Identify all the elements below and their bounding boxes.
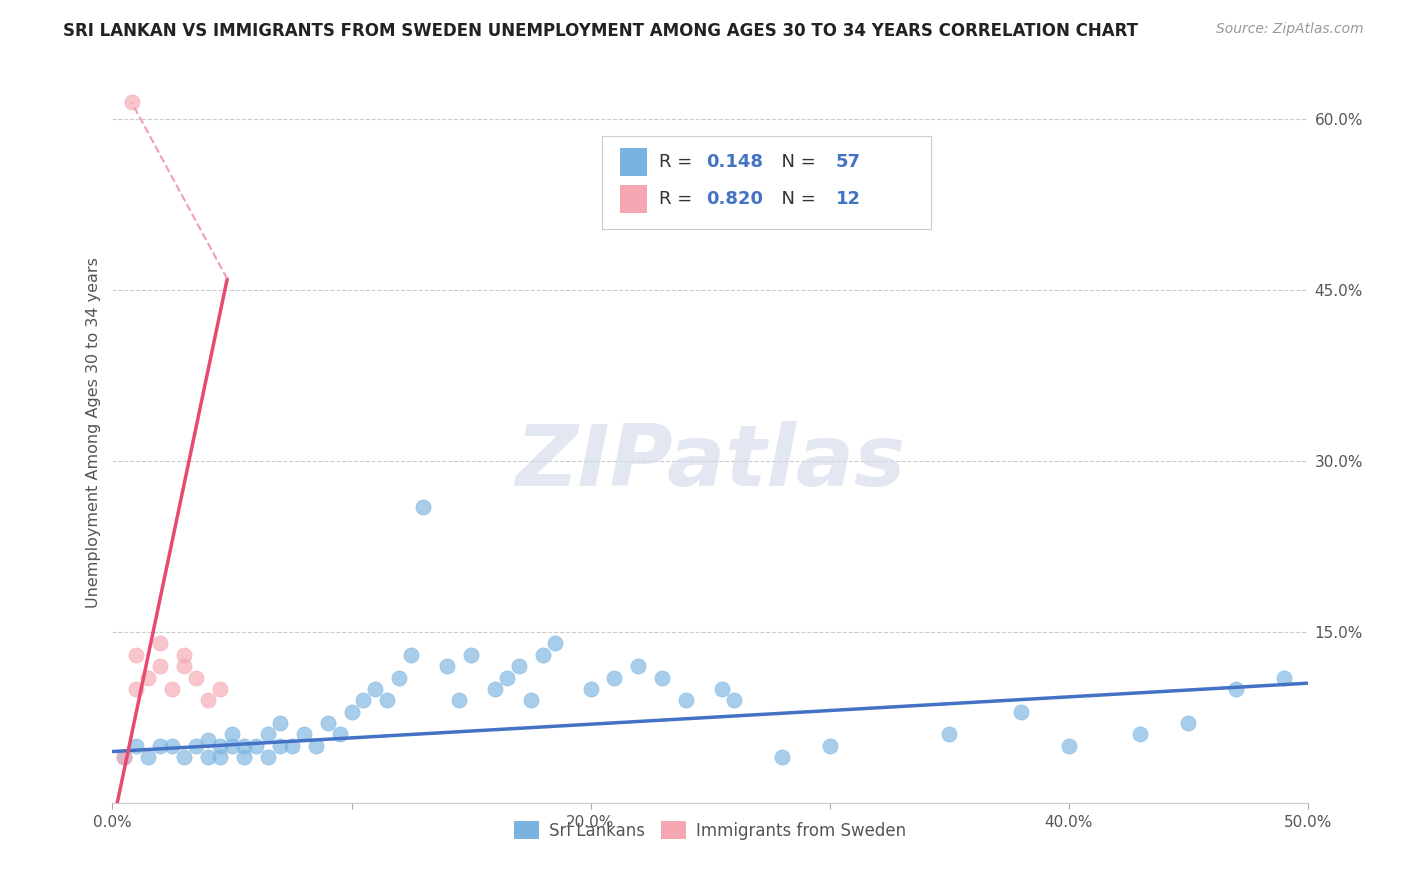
Point — [1177, 716, 1199, 731]
Text: N =: N = — [770, 190, 821, 209]
Text: 12: 12 — [835, 190, 860, 209]
Point — [401, 648, 423, 662]
Point — [209, 750, 232, 764]
Text: 0.148: 0.148 — [706, 153, 763, 171]
Point — [1057, 739, 1080, 753]
Point — [1129, 727, 1152, 741]
Text: 57: 57 — [835, 153, 860, 171]
Point — [233, 739, 256, 753]
Point — [173, 750, 195, 764]
Point — [579, 681, 602, 696]
Point — [770, 750, 793, 764]
Text: R =: R = — [658, 153, 697, 171]
Point — [209, 681, 232, 696]
Point — [257, 750, 280, 764]
Point — [543, 636, 565, 650]
Point — [269, 739, 291, 753]
Text: Source: ZipAtlas.com: Source: ZipAtlas.com — [1216, 22, 1364, 37]
Point — [675, 693, 697, 707]
Point — [388, 671, 411, 685]
Point — [520, 693, 543, 707]
Point — [711, 681, 734, 696]
Point — [377, 693, 399, 707]
Point — [305, 739, 328, 753]
Point — [352, 693, 374, 707]
Point — [340, 705, 363, 719]
Point — [221, 727, 243, 741]
Point — [508, 659, 530, 673]
Point — [138, 750, 160, 764]
Point — [723, 693, 745, 707]
Point — [603, 671, 626, 685]
Point — [197, 693, 219, 707]
Point — [114, 750, 135, 764]
Point — [121, 95, 143, 110]
Point — [125, 648, 148, 662]
Point — [436, 659, 458, 673]
Point — [281, 739, 304, 753]
Point — [484, 681, 506, 696]
Y-axis label: Unemployment Among Ages 30 to 34 years: Unemployment Among Ages 30 to 34 years — [86, 257, 101, 608]
Point — [138, 671, 160, 685]
Point — [938, 727, 960, 741]
Point — [209, 739, 232, 753]
Point — [173, 659, 195, 673]
Point — [173, 648, 195, 662]
Point — [316, 716, 339, 731]
Point — [1272, 671, 1295, 685]
Point — [197, 750, 219, 764]
Point — [197, 733, 219, 747]
Point — [149, 659, 172, 673]
Text: ZIPatlas: ZIPatlas — [515, 421, 905, 504]
Point — [114, 750, 135, 764]
Text: R =: R = — [658, 190, 697, 209]
Point — [257, 727, 280, 741]
Point — [245, 739, 267, 753]
FancyBboxPatch shape — [603, 136, 931, 229]
Point — [627, 659, 650, 673]
Point — [233, 750, 256, 764]
Point — [162, 739, 183, 753]
Bar — [620, 186, 647, 213]
Point — [125, 681, 148, 696]
Point — [186, 739, 208, 753]
Text: N =: N = — [770, 153, 821, 171]
Point — [447, 693, 470, 707]
Bar — [620, 148, 647, 177]
Point — [364, 681, 387, 696]
Point — [412, 500, 434, 514]
Point — [149, 636, 172, 650]
Point — [186, 671, 208, 685]
Point — [221, 739, 243, 753]
Point — [1225, 681, 1247, 696]
Legend: Sri Lankans, Immigrants from Sweden: Sri Lankans, Immigrants from Sweden — [508, 814, 912, 847]
Point — [531, 648, 554, 662]
Point — [460, 648, 482, 662]
Point — [149, 739, 172, 753]
Point — [818, 739, 841, 753]
Point — [125, 739, 148, 753]
Point — [1010, 705, 1032, 719]
Point — [496, 671, 519, 685]
Text: 0.820: 0.820 — [706, 190, 763, 209]
Point — [329, 727, 352, 741]
Point — [651, 671, 673, 685]
Text: SRI LANKAN VS IMMIGRANTS FROM SWEDEN UNEMPLOYMENT AMONG AGES 30 TO 34 YEARS CORR: SRI LANKAN VS IMMIGRANTS FROM SWEDEN UNE… — [63, 22, 1139, 40]
Point — [162, 681, 183, 696]
Point — [269, 716, 291, 731]
Point — [292, 727, 315, 741]
